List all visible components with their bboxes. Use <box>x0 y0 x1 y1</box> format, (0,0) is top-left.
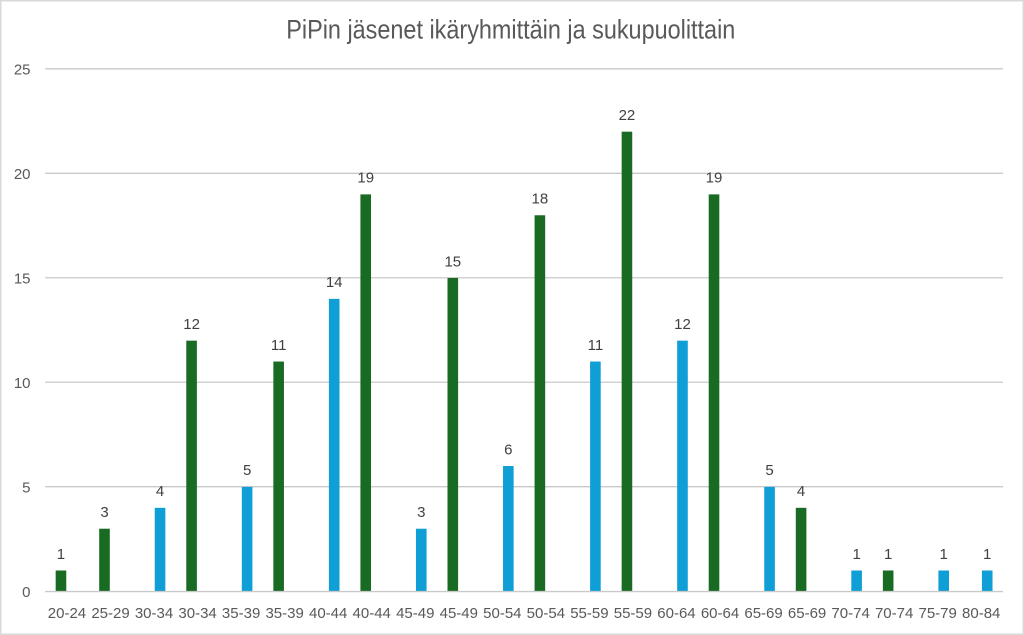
svg-text:60-64: 60-64 <box>657 605 695 622</box>
svg-text:45-49: 45-49 <box>396 605 434 622</box>
svg-text:4: 4 <box>156 483 164 500</box>
svg-text:0: 0 <box>22 584 30 601</box>
svg-text:12: 12 <box>183 316 200 333</box>
svg-text:65-69: 65-69 <box>788 605 826 622</box>
svg-text:40-44: 40-44 <box>353 605 391 622</box>
svg-text:1: 1 <box>852 546 860 563</box>
svg-text:PiPin jäsenet ikäryhmittäin ja: PiPin jäsenet ikäryhmittäin ja sukupuoli… <box>286 15 735 45</box>
svg-text:6: 6 <box>504 441 512 458</box>
svg-text:35-39: 35-39 <box>265 605 303 622</box>
svg-text:70-74: 70-74 <box>875 605 913 622</box>
svg-text:55-59: 55-59 <box>614 605 652 622</box>
svg-text:22: 22 <box>619 107 636 124</box>
svg-text:5: 5 <box>765 462 773 479</box>
svg-text:4: 4 <box>797 483 805 500</box>
svg-text:65-69: 65-69 <box>744 605 782 622</box>
svg-text:1: 1 <box>983 546 991 563</box>
svg-text:11: 11 <box>588 337 604 354</box>
svg-text:75-79: 75-79 <box>919 605 957 622</box>
svg-text:55-59: 55-59 <box>570 605 608 622</box>
svg-text:5: 5 <box>243 462 251 479</box>
svg-text:20-24: 20-24 <box>48 605 86 622</box>
svg-text:18: 18 <box>532 191 549 208</box>
svg-text:14: 14 <box>326 274 343 291</box>
svg-text:15: 15 <box>14 270 31 287</box>
svg-text:60-64: 60-64 <box>701 605 739 622</box>
svg-text:80-84: 80-84 <box>962 605 1000 622</box>
svg-text:12: 12 <box>674 316 691 333</box>
svg-text:70-74: 70-74 <box>831 605 869 622</box>
svg-text:5: 5 <box>22 479 30 496</box>
svg-text:50-54: 50-54 <box>483 605 521 622</box>
svg-text:20: 20 <box>14 166 31 183</box>
svg-text:1: 1 <box>940 546 948 563</box>
svg-text:1: 1 <box>884 546 892 563</box>
svg-text:25: 25 <box>14 61 31 78</box>
svg-text:15: 15 <box>444 253 461 270</box>
svg-text:11: 11 <box>271 337 287 354</box>
svg-text:3: 3 <box>417 504 425 521</box>
svg-text:30-34: 30-34 <box>178 605 216 622</box>
svg-text:1: 1 <box>57 546 65 563</box>
svg-text:45-49: 45-49 <box>440 605 478 622</box>
svg-text:40-44: 40-44 <box>309 605 347 622</box>
svg-text:3: 3 <box>100 504 108 521</box>
svg-text:19: 19 <box>357 170 374 187</box>
svg-text:50-54: 50-54 <box>527 605 565 622</box>
svg-text:25-29: 25-29 <box>91 605 129 622</box>
svg-text:19: 19 <box>706 170 723 187</box>
svg-text:10: 10 <box>14 375 31 392</box>
svg-text:30-34: 30-34 <box>135 605 173 622</box>
svg-text:35-39: 35-39 <box>222 605 260 622</box>
